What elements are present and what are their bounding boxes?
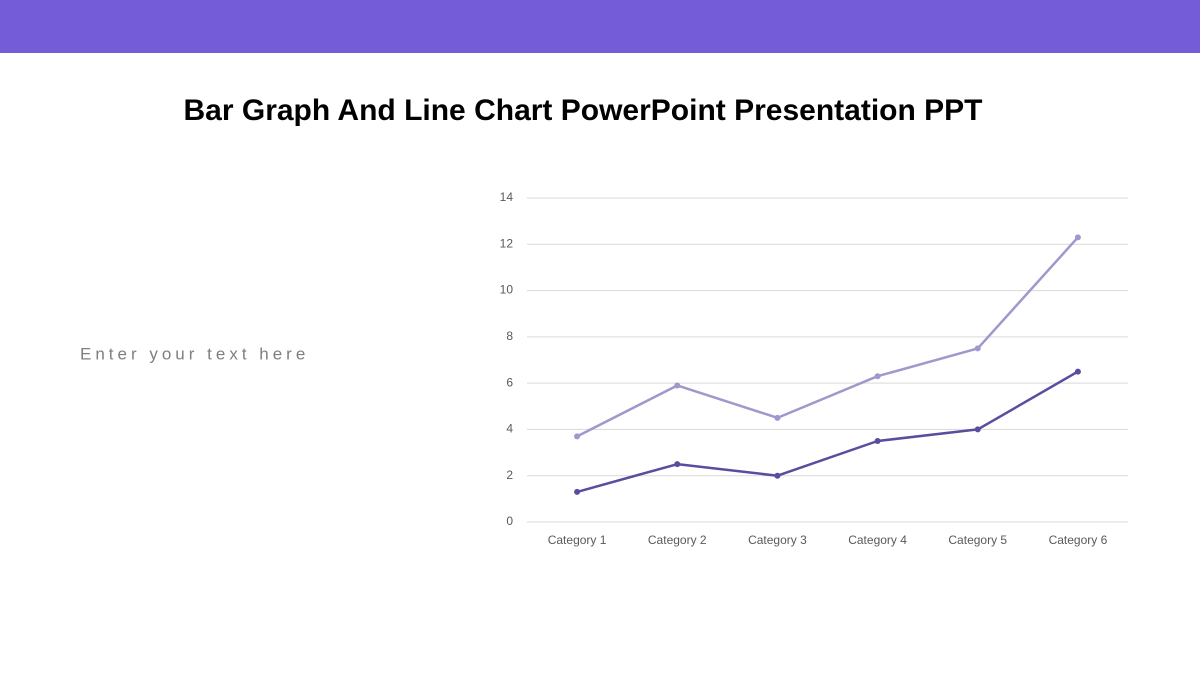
data-point [574,488,581,495]
x-tick-label: Category 3 [748,533,807,547]
data-point [974,345,981,352]
data-point [774,414,781,421]
data-point [674,461,681,468]
x-tick-label: Category 4 [848,533,907,547]
chart-title: Bar Graph And Line Chart PowerPoint Pres… [184,94,983,127]
series-line [576,370,1079,494]
x-tick-label: Category 6 [1049,533,1108,547]
data-point [774,472,781,479]
header-bar [0,0,1200,53]
data-point [574,433,581,440]
x-tick-label: Category 1 [548,533,607,547]
series-line [576,236,1079,438]
data-point [974,426,981,433]
x-tick-label: Category 2 [648,533,707,547]
body-text: Enter your text here [80,344,309,363]
data-point [1074,234,1081,241]
data-point [1074,368,1081,375]
y-tick-label: 10 [500,283,514,297]
y-tick-label: 0 [506,514,513,528]
y-tick-label: 12 [500,236,514,250]
y-tick-label: 4 [506,422,513,436]
data-point [674,382,681,389]
x-tick-label: Category 5 [948,533,1007,547]
y-tick-label: 14 [500,190,514,204]
y-tick-label: 8 [506,329,513,343]
data-point [874,438,881,444]
data-point [874,373,881,380]
y-tick-label: 6 [506,375,513,389]
y-tick-label: 2 [506,468,513,482]
